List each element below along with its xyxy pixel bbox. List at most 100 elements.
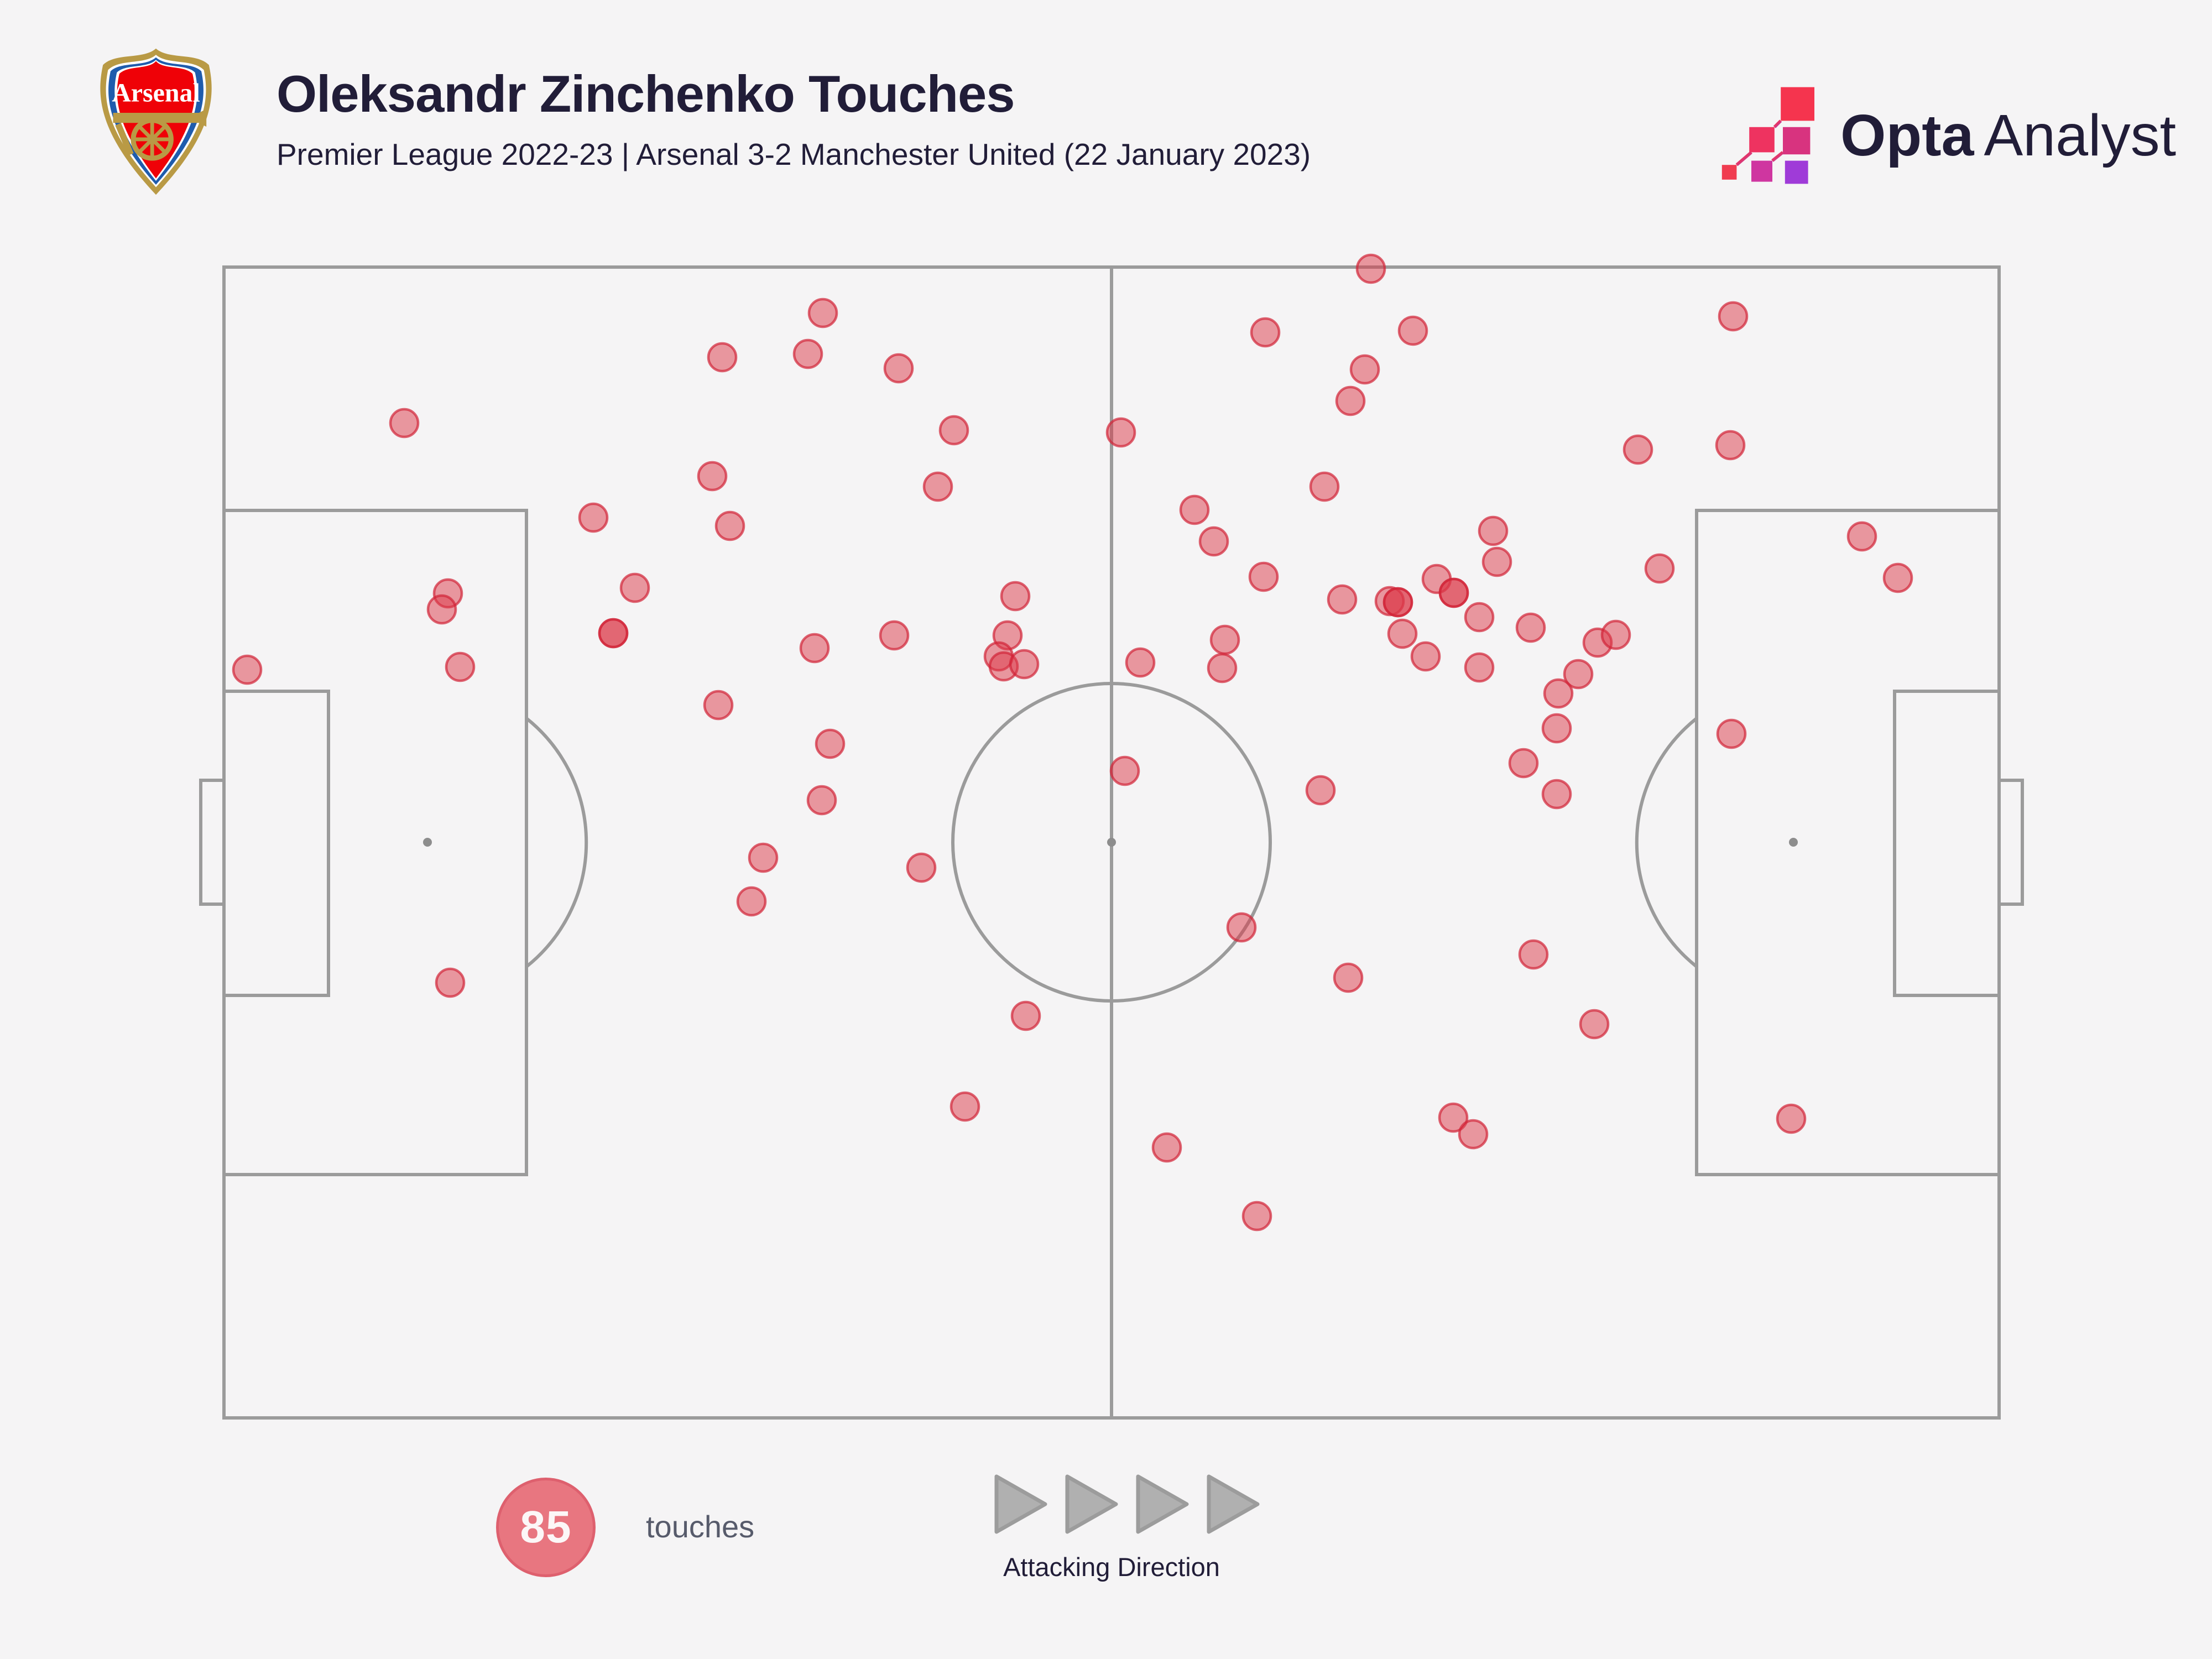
touch-dot xyxy=(879,620,910,651)
touch-dot xyxy=(748,842,779,873)
arsenal-crest-logo: Arsenal xyxy=(100,48,212,195)
touch-dot xyxy=(1387,618,1418,649)
touch-dot xyxy=(1623,434,1653,465)
touch-dot xyxy=(1125,647,1156,678)
touch-dot xyxy=(1151,1132,1182,1163)
arrow-right-icon xyxy=(1136,1474,1189,1534)
touch-dot xyxy=(707,342,738,373)
touch-dot xyxy=(1241,1201,1272,1232)
left-six-yard-box xyxy=(222,690,330,997)
touch-dot xyxy=(1882,562,1913,593)
right-penalty-arc xyxy=(1635,717,1698,968)
touch-dot xyxy=(1718,301,1749,332)
attacking-direction-arrows xyxy=(993,1473,1261,1535)
touch-dot xyxy=(1478,515,1509,546)
touch-dot xyxy=(1543,678,1574,709)
page-subtitle: Premier League 2022-23 | Arsenal 3-2 Man… xyxy=(276,137,1311,172)
touch-dot xyxy=(1846,521,1877,552)
touch-dot xyxy=(815,728,846,759)
touch-dot xyxy=(1207,653,1238,684)
touch-dot xyxy=(1515,612,1546,643)
touch-dot xyxy=(1335,385,1366,416)
touch-dot xyxy=(619,572,650,603)
touch-dot xyxy=(799,633,830,664)
opta-analyst-logo: Opta Analyst xyxy=(1720,83,2176,188)
touch-dot xyxy=(1198,526,1229,557)
touches-label: touches xyxy=(646,1509,755,1544)
touch-dot xyxy=(1327,584,1358,615)
touch-dot xyxy=(435,967,466,998)
touch-dot xyxy=(1541,779,1572,810)
touch-dot xyxy=(1464,602,1495,633)
right-goal xyxy=(1997,779,2024,906)
left-penalty-spot xyxy=(423,838,432,847)
right-six-yard-box xyxy=(1893,690,2001,997)
touch-dot xyxy=(1438,577,1469,608)
pitch-lines xyxy=(199,265,2024,1420)
touch-dot xyxy=(1600,619,1631,650)
center-spot xyxy=(1107,838,1116,847)
touch-dot xyxy=(807,298,838,328)
touch-dot xyxy=(1508,748,1539,779)
touch-dot xyxy=(1776,1103,1807,1134)
touch-dot xyxy=(883,353,914,384)
touches-count-value: 85 xyxy=(520,1502,572,1552)
touch-dot xyxy=(1105,417,1136,448)
touch-dot xyxy=(792,338,823,369)
left-penalty-arc xyxy=(525,717,588,968)
touch-dot xyxy=(598,618,629,649)
touches-count-badge: 85 xyxy=(496,1478,596,1577)
attacking-direction-label: Attacking Direction xyxy=(1003,1552,1220,1582)
touch-dot xyxy=(1438,1102,1469,1133)
touch-dot xyxy=(1305,775,1336,806)
touch-dot xyxy=(1179,494,1210,525)
crest-wordmark: Arsenal xyxy=(112,79,200,108)
touch-dot xyxy=(1355,253,1386,284)
right-penalty-box xyxy=(1695,509,2001,1176)
touch-dot xyxy=(1349,354,1380,385)
touch-dot xyxy=(1397,315,1428,346)
touch-dot xyxy=(1464,652,1495,683)
touch-dot xyxy=(1541,713,1572,744)
touch-dot xyxy=(1458,1119,1489,1150)
touch-dot xyxy=(714,510,745,541)
touch-dot xyxy=(1644,553,1675,584)
left-goal xyxy=(199,779,226,906)
analyst-word: Analyst xyxy=(1984,102,2177,168)
touch-dot xyxy=(1383,587,1413,618)
touch-dot xyxy=(1248,561,1279,592)
touch-dot xyxy=(1715,430,1746,461)
touch-dot xyxy=(1109,755,1140,786)
touch-dot xyxy=(1209,624,1240,655)
touch-dot xyxy=(906,852,937,883)
touch-dot xyxy=(1309,471,1340,502)
arrow-right-icon xyxy=(994,1474,1047,1534)
right-penalty-spot xyxy=(1789,838,1798,847)
touch-dot xyxy=(578,502,609,533)
touch-dot xyxy=(389,408,420,439)
touch-dot xyxy=(1481,546,1512,577)
opta-word: Opta xyxy=(1840,102,1974,168)
touch-dot xyxy=(1000,581,1031,612)
touch-dot xyxy=(1333,962,1364,993)
center-circle xyxy=(951,682,1272,1003)
touch-dot xyxy=(938,415,969,446)
touch-dot xyxy=(806,785,837,816)
touch-dot xyxy=(1716,718,1747,749)
touch-dot xyxy=(1250,317,1281,348)
touch-dot xyxy=(1010,1000,1041,1031)
touch-dot xyxy=(445,651,476,682)
opta-mark-icon xyxy=(1721,87,1814,184)
touch-dots-group xyxy=(232,253,1913,1232)
opta-staircase-squares xyxy=(1721,87,1814,184)
touch-dot xyxy=(1518,939,1549,970)
arrow-right-icon xyxy=(1207,1474,1260,1534)
touch-dot xyxy=(697,461,728,492)
title-block: Oleksandr Zinchenko Touches Premier Leag… xyxy=(276,65,1311,172)
touch-dot xyxy=(736,886,767,917)
opta-wordmark: Opta Analyst xyxy=(1840,102,2176,169)
arrow-right-icon xyxy=(1065,1474,1118,1534)
touch-dot xyxy=(703,690,734,721)
touch-dot xyxy=(232,654,263,685)
